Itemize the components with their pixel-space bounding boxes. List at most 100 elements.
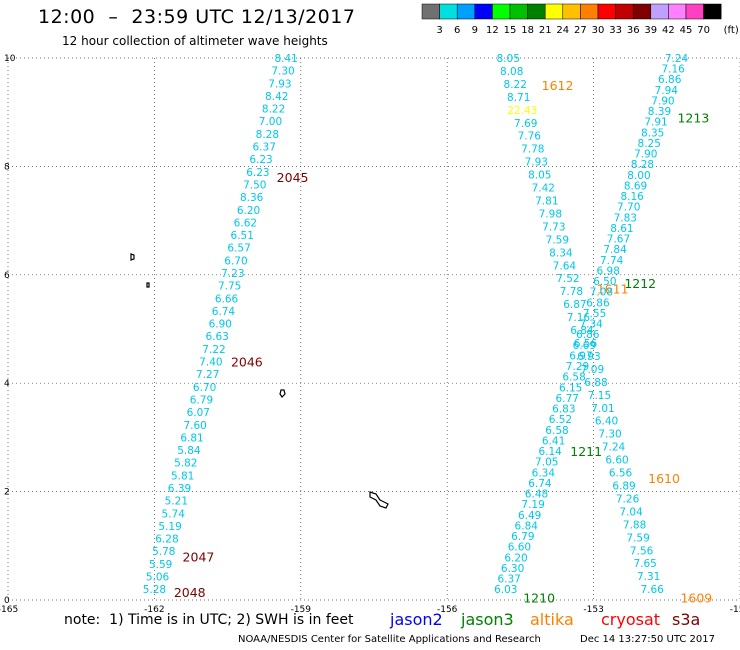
legend-label: 42 bbox=[662, 25, 675, 36]
satellite-name-jason2: jason2 bbox=[390, 610, 443, 629]
legend-label: 18 bbox=[521, 25, 534, 36]
wave-height-value: 7.70 bbox=[617, 202, 640, 214]
wave-height-value: 7.78 bbox=[560, 286, 583, 298]
wave-height-value: 7.01 bbox=[591, 403, 614, 415]
wave-height-value: 6.56 bbox=[574, 338, 598, 350]
wave-height-value: 6.41 bbox=[542, 435, 565, 447]
wave-height-value: 6.86 bbox=[586, 297, 610, 309]
wave-height-value: 6.74 bbox=[528, 478, 552, 490]
wave-height-value: 7.65 bbox=[633, 558, 656, 570]
wave-height-value: 7.90 bbox=[651, 95, 674, 107]
pass-time-label: 1211 bbox=[570, 444, 602, 459]
legend-unit: (ft) bbox=[724, 25, 739, 36]
wave-height-value: 8.25 bbox=[638, 138, 661, 150]
chart-title: 12:00 – 23:59 UTC 12/13/2017 bbox=[38, 6, 356, 28]
legend-label: 30 bbox=[592, 25, 605, 36]
wave-height-value: 7.56 bbox=[630, 545, 654, 557]
wave-height-value: 7.04 bbox=[619, 506, 643, 518]
y-tick-label: 2 bbox=[4, 488, 10, 498]
wave-height-value: 6.86 bbox=[658, 74, 682, 86]
wave-height-value: 6.49 bbox=[518, 510, 541, 522]
wave-height-value: 6.23 bbox=[249, 154, 272, 166]
wave-height-value: 8.41 bbox=[274, 53, 297, 65]
wave-height-value: 6.30 bbox=[501, 563, 524, 575]
wave-height-value: 7.29 bbox=[566, 361, 589, 373]
y-tick-label: 10 bbox=[4, 54, 16, 64]
wave-height-value: 8.22 bbox=[504, 79, 527, 91]
wave-height-value: 6.58 bbox=[562, 372, 585, 384]
wave-height-value: 6.52 bbox=[549, 414, 572, 426]
wave-height-value: 8.36 bbox=[240, 192, 264, 204]
wave-height-value: 7.16 bbox=[661, 64, 685, 76]
wave-height-value: 6.87 bbox=[563, 299, 586, 311]
x-tick-label: -156 bbox=[437, 605, 458, 615]
wave-height-value: 7.59 bbox=[626, 532, 649, 544]
wave-height-value: 6.79 bbox=[511, 531, 534, 543]
wave-height-value: 6.28 bbox=[155, 534, 178, 546]
legend-label: 24 bbox=[556, 25, 569, 36]
wave-height-value: 7.23 bbox=[221, 268, 244, 280]
wave-height-value: 5.81 bbox=[171, 470, 194, 482]
legend-label: 39 bbox=[644, 25, 657, 36]
wave-height-value: 7.93 bbox=[525, 157, 548, 169]
wave-height-value: 7.73 bbox=[542, 221, 565, 233]
wave-height-value: 7.22 bbox=[202, 344, 225, 356]
wave-height-value: 5.28 bbox=[143, 584, 166, 596]
legend-label: 6 bbox=[454, 25, 460, 36]
pass-time-label: 2045 bbox=[277, 170, 309, 185]
wave-height-value: 8.08 bbox=[500, 66, 523, 78]
wave-height-value: 7.09 bbox=[581, 364, 604, 376]
wave-height-value: 6.07 bbox=[187, 407, 210, 419]
y-tick-label: 8 bbox=[4, 162, 10, 172]
island-outline bbox=[146, 282, 150, 288]
wave-height-value: 8.05 bbox=[528, 170, 551, 182]
wave-height-value: 7.34 bbox=[579, 319, 603, 331]
wave-height-value: 8.00 bbox=[627, 170, 650, 182]
wave-height-value: 5.19 bbox=[158, 521, 181, 533]
wave-height-value: 7.67 bbox=[607, 234, 630, 246]
wave-height-value: 8.69 bbox=[624, 180, 647, 192]
wave-height-value: 6.62 bbox=[234, 217, 257, 229]
wave-height-value: 6.97 bbox=[569, 350, 592, 362]
pass-time-label: 2048 bbox=[174, 585, 206, 600]
wave-height-value: 6.60 bbox=[508, 542, 531, 554]
legend-label: 70 bbox=[697, 25, 710, 36]
wave-height-value: 5.59 bbox=[149, 559, 172, 571]
wave-height-value: 6.39 bbox=[168, 483, 191, 495]
wave-height-value: 6.84 bbox=[515, 520, 539, 532]
wave-height-value: 5.84 bbox=[177, 445, 201, 457]
chart-subtitle: 12 hour collection of altimeter wave hei… bbox=[62, 34, 328, 48]
legend-label: 9 bbox=[472, 25, 478, 36]
wave-height-value: 7.50 bbox=[243, 179, 266, 191]
pass-time-label: 1610 bbox=[648, 471, 680, 486]
legend-label: 33 bbox=[609, 25, 622, 36]
legend-label: 15 bbox=[504, 25, 517, 36]
wave-height-value: 6.63 bbox=[205, 331, 228, 343]
wave-height-value: 7.40 bbox=[199, 357, 222, 369]
wave-height-value: 6.56 bbox=[609, 468, 633, 480]
wave-height-value: 6.14 bbox=[538, 446, 562, 458]
wave-height-value: 7.30 bbox=[598, 429, 621, 441]
satellite-name-jason3: jason3 bbox=[461, 610, 514, 629]
credit-text: NOAA/NESDIS Center for Satellite Applica… bbox=[238, 634, 541, 645]
wave-height-value: 8.42 bbox=[265, 91, 288, 103]
wave-height-value: 5.06 bbox=[146, 572, 170, 584]
wave-height-value: 6.70 bbox=[224, 255, 247, 267]
wave-height-value: 8.28 bbox=[631, 159, 654, 171]
pass-time-label: 1210 bbox=[523, 590, 555, 605]
wave-height-value: 6.93 bbox=[577, 351, 600, 363]
wave-height-value: 6.70 bbox=[193, 382, 216, 394]
wave-height-value: 6.69 bbox=[573, 340, 596, 352]
wave-height-value: 6.37 bbox=[253, 142, 276, 154]
wave-height-value: 7.90 bbox=[634, 149, 657, 161]
wave-height-value: 7.69 bbox=[514, 118, 537, 130]
wave-height-value: 7.98 bbox=[539, 208, 562, 220]
wave-height-value: 6.48 bbox=[525, 489, 548, 501]
wave-height-value: 8.71 bbox=[507, 92, 530, 104]
wave-height-value: 6.81 bbox=[180, 432, 203, 444]
wave-height-value: 5.21 bbox=[165, 496, 188, 508]
wave-height-value: 6.20 bbox=[504, 552, 527, 564]
wave-height-value: 5.78 bbox=[152, 546, 175, 558]
wave-height-value: 7.30 bbox=[271, 66, 294, 78]
